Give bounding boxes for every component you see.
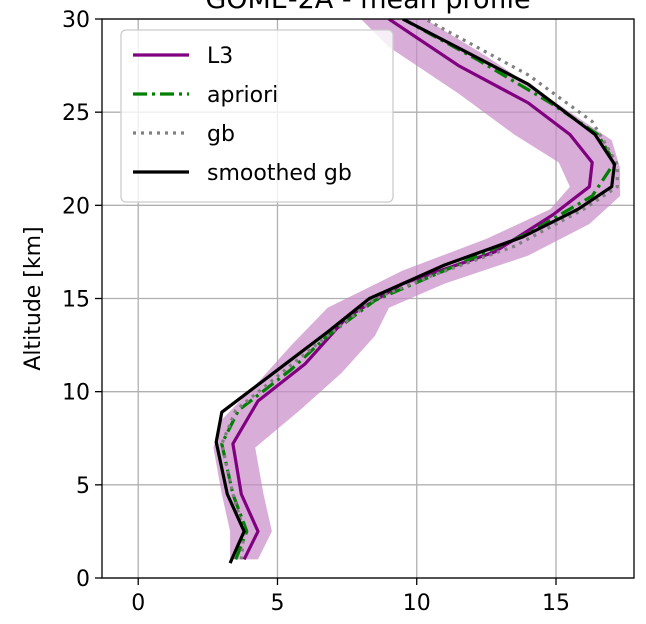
legend-box bbox=[120, 29, 394, 203]
y-tick-label: 10 bbox=[62, 381, 90, 406]
y-tick-label: 5 bbox=[76, 474, 90, 499]
y-axis-label: Altitude [km] bbox=[21, 226, 46, 370]
legend: L3 apriori gb smoothed gb bbox=[120, 29, 394, 203]
y-tick-label: 30 bbox=[62, 8, 90, 33]
y-tick-label: 15 bbox=[62, 288, 90, 313]
x-tick-label: 10 bbox=[403, 591, 431, 616]
x-tick-label: 15 bbox=[542, 591, 570, 616]
chart-title: GOME-2A - mean profile bbox=[205, 0, 530, 15]
y-tick-label: 20 bbox=[62, 194, 90, 219]
x-tick-label: 5 bbox=[270, 591, 284, 616]
series-line-gb bbox=[220, 19, 619, 560]
legend-label: L3 bbox=[207, 44, 233, 69]
plot-area bbox=[213, 19, 621, 564]
legend-label: gb bbox=[207, 122, 235, 147]
y-tick-label: 0 bbox=[76, 567, 90, 592]
legend-label: apriori bbox=[207, 83, 278, 108]
x-tick-label: 0 bbox=[131, 591, 145, 616]
axis-ticks: 0 5 10 15 0 5 10 15 20 25 30 bbox=[62, 8, 570, 616]
y-tick-label: 25 bbox=[62, 101, 90, 126]
l3-uncertainty-band bbox=[213, 19, 621, 560]
legend-label: smoothed gb bbox=[207, 161, 352, 186]
series-line-smoothed-gb bbox=[214, 19, 617, 564]
